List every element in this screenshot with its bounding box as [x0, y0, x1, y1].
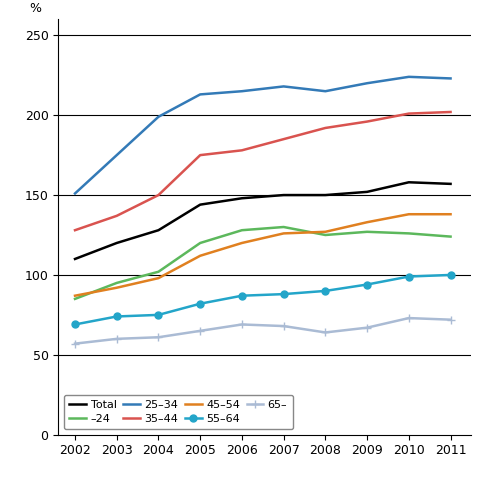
35–44: [114, 213, 120, 219]
25–34: [322, 88, 328, 94]
55–64: [406, 274, 412, 280]
–24: [156, 269, 161, 275]
25–34: [197, 91, 203, 97]
Line: –24: –24: [75, 227, 451, 299]
65–: [114, 336, 120, 342]
–24: [197, 240, 203, 246]
25–34: [239, 88, 245, 94]
65–: [72, 341, 78, 346]
65–: [197, 328, 203, 334]
55–64: [156, 312, 161, 318]
Line: Total: Total: [75, 182, 451, 259]
65–: [322, 329, 328, 335]
45–54: [72, 293, 78, 298]
–24: [322, 232, 328, 238]
35–44: [281, 136, 287, 142]
45–54: [448, 212, 453, 217]
45–54: [281, 230, 287, 236]
Total: [406, 179, 412, 185]
25–34: [72, 191, 78, 197]
–24: [448, 234, 453, 240]
Total: [156, 227, 161, 233]
55–64: [114, 313, 120, 319]
25–34: [364, 80, 370, 86]
65–: [406, 315, 412, 321]
25–34: [156, 114, 161, 120]
Total: [322, 192, 328, 198]
35–44: [406, 111, 412, 116]
55–64: [364, 282, 370, 287]
Line: 35–44: 35–44: [75, 112, 451, 230]
65–: [156, 334, 161, 340]
45–54: [364, 219, 370, 225]
65–: [281, 323, 287, 329]
45–54: [156, 275, 161, 281]
Line: 55–64: 55–64: [71, 271, 454, 328]
55–64: [322, 288, 328, 294]
45–54: [322, 229, 328, 235]
–24: [72, 296, 78, 302]
Legend: Total, –24, 25–34, 35–44, 45–54, 55–64, 65–: Total, –24, 25–34, 35–44, 45–54, 55–64, …: [64, 395, 293, 429]
Total: [281, 192, 287, 198]
Line: 45–54: 45–54: [75, 214, 451, 296]
35–44: [156, 192, 161, 198]
55–64: [72, 322, 78, 327]
45–54: [239, 240, 245, 246]
45–54: [197, 253, 203, 259]
Total: [114, 240, 120, 246]
55–64: [281, 291, 287, 297]
55–64: [448, 272, 453, 278]
25–34: [448, 75, 453, 81]
35–44: [239, 147, 245, 153]
35–44: [72, 227, 78, 233]
65–: [448, 317, 453, 323]
35–44: [364, 119, 370, 125]
65–: [239, 322, 245, 327]
Total: [364, 189, 370, 195]
65–: [364, 325, 370, 330]
–24: [406, 230, 412, 236]
–24: [281, 224, 287, 230]
25–34: [281, 84, 287, 89]
45–54: [114, 285, 120, 291]
Line: 25–34: 25–34: [75, 77, 451, 194]
Total: [72, 256, 78, 262]
–24: [239, 227, 245, 233]
45–54: [406, 212, 412, 217]
55–64: [239, 293, 245, 298]
–24: [364, 229, 370, 235]
25–34: [114, 152, 120, 158]
Total: [448, 181, 453, 187]
35–44: [322, 125, 328, 131]
55–64: [197, 301, 203, 307]
Total: [197, 202, 203, 208]
Total: [239, 195, 245, 201]
35–44: [197, 152, 203, 158]
35–44: [448, 109, 453, 115]
Text: %: %: [29, 2, 41, 15]
25–34: [406, 74, 412, 80]
Line: 65–: 65–: [71, 314, 455, 348]
–24: [114, 280, 120, 286]
